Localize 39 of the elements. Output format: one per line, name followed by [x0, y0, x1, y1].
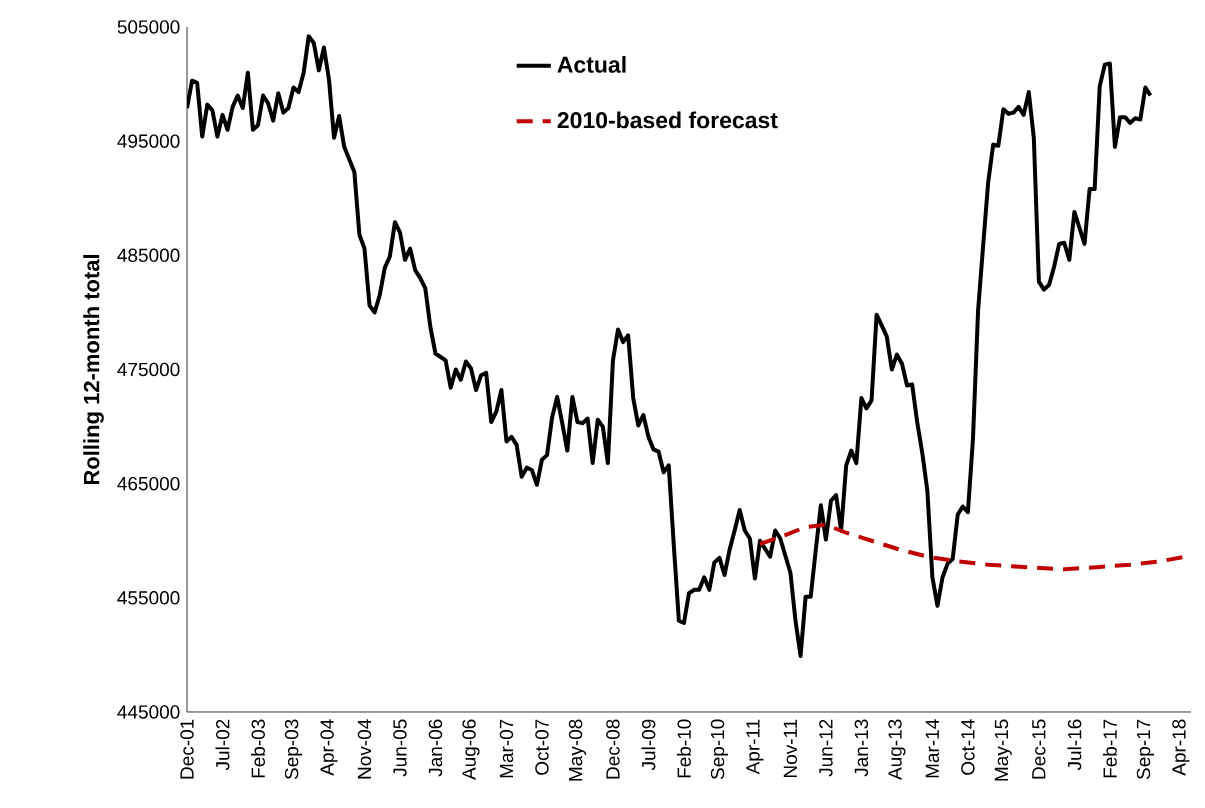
x-tick-label: Aug-13 — [888, 719, 906, 780]
x-tick-label: Jun-05 — [393, 719, 407, 777]
x-tick-label: Dec-01 — [180, 719, 194, 779]
x-tick-label: Feb-10 — [676, 719, 691, 778]
x-tick-label: Sep-03 — [284, 719, 303, 780]
x-tick-label: Jan-13 — [854, 719, 869, 777]
y-tick-label: 455000 — [117, 591, 180, 605]
x-tick-label: Jun-12 — [819, 719, 833, 777]
x-tick-label: Feb-03 — [251, 719, 265, 778]
x-tick-label: Mar-07 — [499, 719, 514, 778]
x-tick-label: Apr-11 — [746, 719, 764, 775]
legend-label: Actual — [557, 55, 626, 73]
y-tick-label: 485000 — [117, 248, 180, 263]
x-tick-label: Jul-09 — [641, 719, 656, 771]
x-tick-label: Nov-04 — [357, 719, 372, 779]
x-tick-label: Jan-06 — [428, 719, 443, 777]
x-tick-label: Apr-18 — [1172, 719, 1190, 776]
x-tick-label: Sep-17 — [1136, 719, 1154, 780]
y-axis-title: Rolling 12-month total — [83, 254, 104, 485]
x-tick-label: Aug-06 — [462, 719, 480, 780]
y-tick-label: 465000 — [117, 476, 180, 491]
y-tick-label: 445000 — [117, 705, 180, 719]
x-tick-label: Jul-02 — [215, 719, 230, 771]
x-tick-label: Oct-07 — [535, 719, 549, 775]
x-tick-label: Dec-08 — [606, 719, 620, 779]
x-tick-label: Mar-14 — [925, 719, 940, 778]
x-tick-label: May-08 — [568, 719, 587, 781]
y-tick-label: 495000 — [117, 134, 180, 148]
y-tick-label: 475000 — [117, 362, 180, 377]
legend-label: 2010-based forecast — [557, 111, 778, 129]
x-tick-label: Dec-15 — [1032, 719, 1046, 779]
x-tick-label: Sep-10 — [710, 719, 729, 780]
x-tick-label: Nov-11 — [783, 719, 798, 777]
y-tick-label: 505000 — [117, 20, 180, 34]
x-tick-label: May-15 — [994, 719, 1012, 781]
x-tick-label: Apr-04 — [320, 719, 338, 776]
x-tick-label: Feb-17 — [1102, 719, 1117, 778]
x-tick-label: Jul-16 — [1067, 719, 1082, 771]
x-tick-label: Oct-14 — [961, 719, 975, 775]
